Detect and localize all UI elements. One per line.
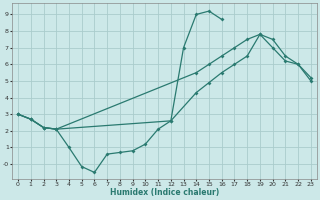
X-axis label: Humidex (Indice chaleur): Humidex (Indice chaleur) bbox=[110, 188, 219, 197]
